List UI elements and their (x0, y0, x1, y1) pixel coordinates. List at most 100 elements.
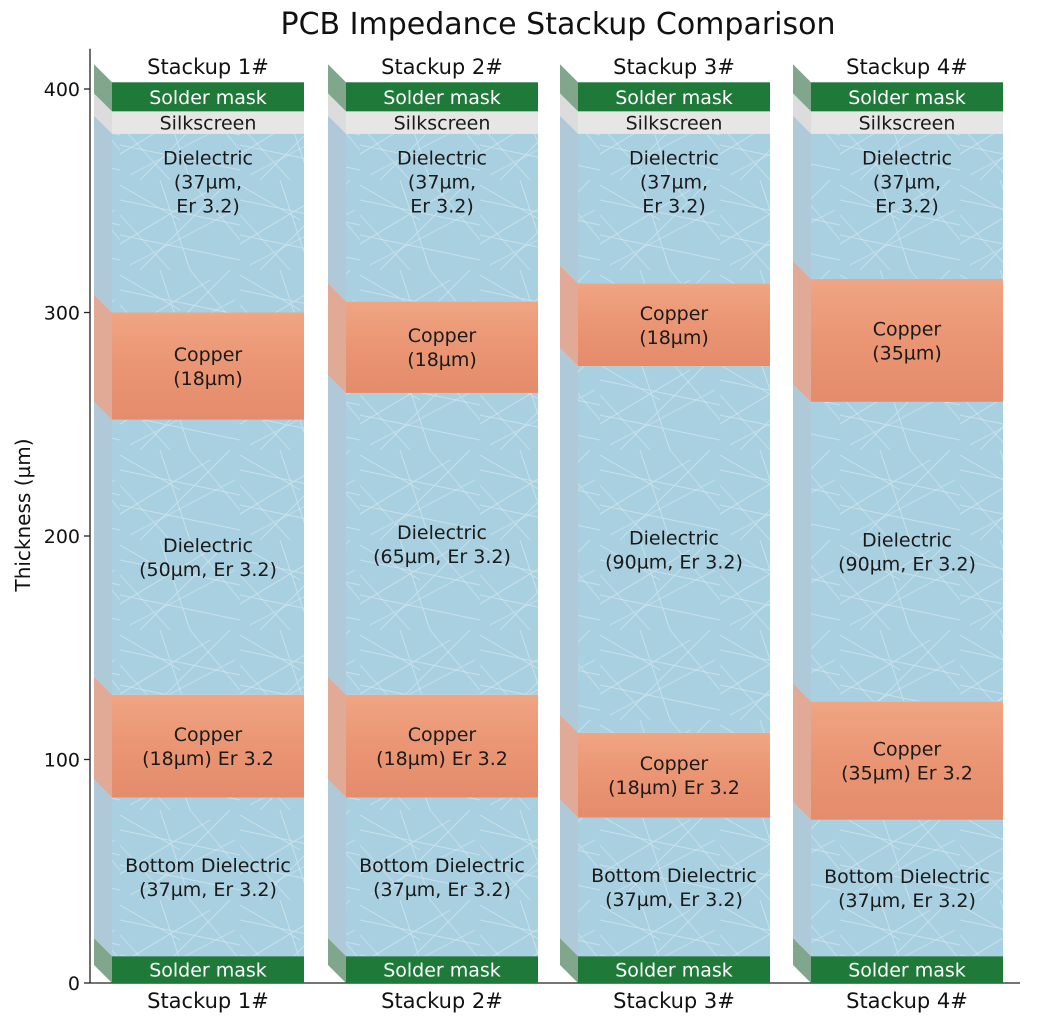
layer-label-line: Silkscreen (160, 113, 257, 135)
dielectric-texture (112, 797, 304, 957)
layer-label-line: Dielectric (862, 148, 952, 170)
layer-label-line: Copper (408, 724, 477, 746)
layer-solder-mask (346, 82, 538, 112)
layer-label: Bottom Dielectric (37µm, Er 3.2) (824, 866, 990, 912)
layer-label: Dielectric (37µm, Er 3.2) (862, 148, 952, 218)
layer-label: Solder mask (848, 87, 966, 109)
layer-side-face (328, 93, 346, 134)
layer-side-face (793, 93, 811, 134)
layer-label-line: Dielectric (629, 148, 719, 170)
layer-label: Copper (18µm) Er 3.2 (608, 753, 740, 799)
layer-label-line: (37µm, (174, 172, 242, 194)
layer-label-line: Er 3.2) (176, 196, 240, 218)
layer-side-face (793, 383, 811, 702)
dielectric-texture (346, 797, 538, 957)
layer-label-line: Bottom Dielectric (591, 865, 757, 887)
layer-label-line: (37µm, Er 3.2) (605, 889, 743, 911)
layer-label: Solder mask (615, 960, 733, 982)
layer-side-face (560, 115, 578, 284)
y-tick-label: 100 (44, 750, 80, 772)
layer-label-line: Dielectric (629, 527, 719, 549)
layer-label-line: Copper (873, 318, 942, 340)
layer-side-face (560, 714, 578, 818)
layer-label: Solder mask (848, 960, 966, 982)
layer-side-face (328, 676, 346, 798)
layer-label-line: Er 3.2) (410, 196, 474, 218)
dielectric-texture (578, 133, 770, 284)
layer-label-line: (90µm, Er 3.2) (838, 554, 976, 576)
layer-label-line: Silkscreen (394, 113, 491, 135)
layer-label-line: (37µm, Er 3.2) (838, 890, 976, 912)
chart-title: PCB Impedance Stackup Comparison (281, 7, 836, 42)
dielectric-texture (578, 817, 770, 957)
layer-side-face (560, 938, 578, 983)
dielectric-texture (346, 133, 538, 302)
stackup-name-bottom: Stackup 4# (846, 989, 968, 1013)
layer-side-face (328, 64, 346, 112)
layer-solder-mask (811, 82, 1003, 112)
layer-label-line: Dielectric (163, 535, 253, 557)
layer-label: Dielectric (90µm, Er 3.2) (605, 527, 743, 573)
layer-label-line: Solder mask (383, 960, 501, 982)
layer-label-line: Copper (873, 739, 942, 761)
layer-side-face (793, 260, 811, 402)
layer-solder-mask (578, 82, 770, 112)
layer-label-line: Dielectric (397, 148, 487, 170)
layer-label-line: (18µm) Er 3.2 (142, 748, 274, 770)
layer-side-face (94, 294, 112, 420)
layer-label-line: Solder mask (149, 960, 267, 982)
layer-label-line: Copper (174, 344, 243, 366)
layer-label-line: (37µm, Er 3.2) (139, 879, 277, 901)
layer-label: Bottom Dielectric (37µm, Er 3.2) (359, 855, 525, 901)
layer-label-line: Bottom Dielectric (359, 855, 525, 877)
layer-side-face (793, 64, 811, 112)
dielectric-texture (811, 133, 1003, 279)
y-tick-label: 300 (44, 303, 80, 325)
layer-label-line: (50µm, Er 3.2) (139, 559, 277, 581)
stackup-column: Solder mask Bottom Dielectric (37µm, Er 3.… (328, 55, 538, 1013)
layer-label-line: (37µm, (640, 172, 708, 194)
layer-side-face (560, 265, 578, 367)
layer-label-line: Er 3.2) (875, 196, 939, 218)
y-tick-label: 0 (68, 973, 80, 995)
layer-label-line: Bottom Dielectric (824, 866, 990, 888)
layer-label: Dielectric (37µm, Er 3.2) (629, 148, 719, 218)
stackup-column: Solder mask Bottom Dielectric (37µm, Er 3.… (793, 55, 1003, 1013)
layer-side-face (328, 938, 346, 983)
layer-copper (811, 701, 1003, 820)
layer-label-line: Solder mask (848, 960, 966, 982)
stackup-name-bottom: Stackup 2# (381, 989, 503, 1013)
layer-side-face (328, 779, 346, 957)
stackup-name-top: Stackup 3# (613, 55, 735, 79)
dielectric-texture (811, 819, 1003, 957)
layer-solder-mask (112, 956, 304, 983)
stackup-name-top: Stackup 4# (846, 55, 968, 79)
dielectric-texture (112, 419, 304, 695)
layer-label: Solder mask (149, 960, 267, 982)
layer-side-face (793, 115, 811, 279)
layer-label-line: (35µm) Er 3.2 (841, 763, 973, 785)
layer-solder-mask (112, 82, 304, 112)
layer-label-line: Dielectric (163, 148, 253, 170)
dielectric-texture (578, 366, 770, 733)
layer-side-face (793, 938, 811, 983)
stackup-column: Solder mask Bottom Dielectric (37µm, Er 3.… (560, 55, 770, 1013)
stackup-name-bottom: Stackup 3# (613, 989, 735, 1013)
layer-label-line: Copper (174, 724, 243, 746)
layer-label-line: Copper (640, 753, 709, 775)
layer-label-line: (65µm, Er 3.2) (373, 546, 511, 568)
layer-label-line: Bottom Dielectric (125, 855, 291, 877)
layer-label-line: Dielectric (397, 522, 487, 544)
dielectric-texture (811, 401, 1003, 702)
layer-copper (112, 312, 304, 420)
layer-side-face (560, 64, 578, 112)
layer-label-line: (90µm, Er 3.2) (605, 551, 743, 573)
layer-side-face (560, 799, 578, 957)
layer-label-line: (18µm) (173, 368, 243, 390)
layer-label-line: (35µm) (872, 342, 942, 364)
layer-label: Dielectric (37µm, Er 3.2) (397, 148, 487, 218)
layer-label-line: Silkscreen (859, 113, 956, 135)
dielectric-texture (346, 392, 538, 695)
